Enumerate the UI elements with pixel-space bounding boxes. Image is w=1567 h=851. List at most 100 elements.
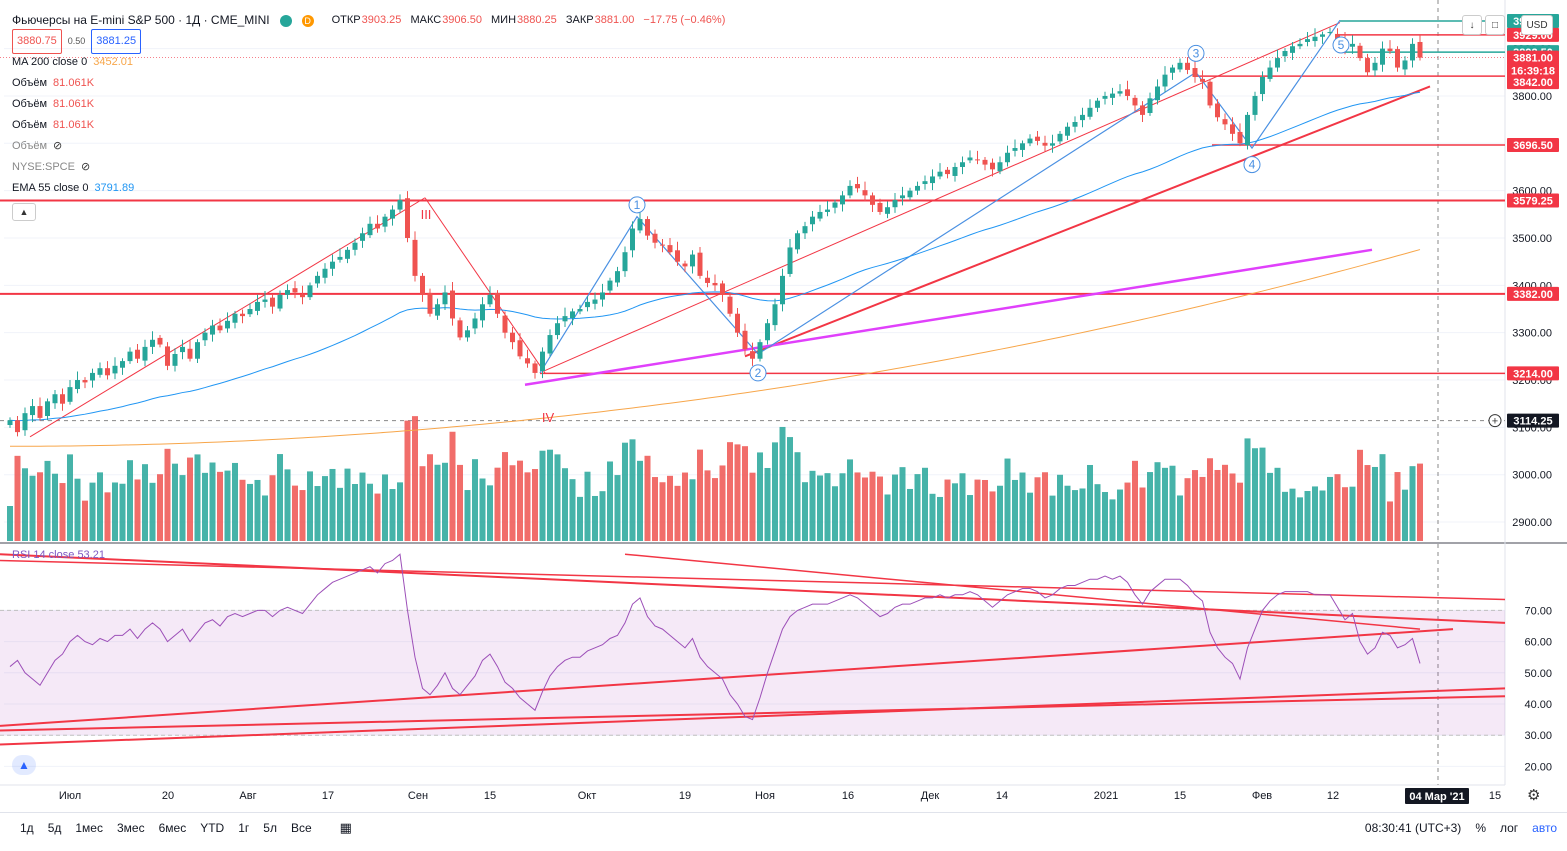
- indicator-volume-1[interactable]: Объём 81.061K: [12, 73, 731, 94]
- rsi-tick: 20.00: [1524, 761, 1552, 773]
- volume-bar: [284, 469, 291, 541]
- candle-body: [1027, 138, 1033, 144]
- rsi-tick: 50.00: [1524, 668, 1552, 680]
- candle-body: [127, 351, 133, 362]
- bid-price[interactable]: 3880.75: [12, 29, 62, 54]
- candle-body: [412, 239, 418, 276]
- ask-price[interactable]: 3881.25: [91, 29, 142, 54]
- moving-averages: [9, 91, 1421, 447]
- candle-body: [615, 271, 620, 283]
- candle-body: [877, 202, 883, 212]
- candle-body: [480, 304, 485, 321]
- candle-body: [727, 296, 733, 314]
- time-tick: Ноя: [755, 790, 775, 802]
- status-dot-icon: [279, 14, 292, 27]
- arrow-down-button[interactable]: ↓: [1462, 15, 1482, 35]
- price-tick: 3800.00: [1512, 91, 1552, 103]
- log-toggle[interactable]: лог: [1499, 821, 1519, 835]
- range-3m[interactable]: 3мес: [116, 821, 145, 835]
- range-6m[interactable]: 6мес: [158, 821, 187, 835]
- rsi-value: 53.21: [77, 549, 105, 561]
- volume-bar: [877, 476, 883, 541]
- symbol-title[interactable]: Фьючерсы на E-mini S&P 500 · 1Д · CME_MI…: [12, 13, 270, 27]
- range-1m[interactable]: 1мес: [75, 821, 103, 835]
- volume-bar: [1267, 472, 1273, 541]
- volume-bar: [862, 477, 868, 541]
- volume-bar: [847, 459, 853, 541]
- candle-body: [577, 309, 583, 312]
- volume-bar: [449, 431, 456, 541]
- indicator-name: Объём: [12, 119, 48, 131]
- volume-bar: [689, 479, 696, 541]
- indicator-ema55[interactable]: EMA 55 close 0 3791.89: [12, 178, 731, 199]
- volume-bar: [667, 475, 673, 541]
- volume-bar: [824, 473, 831, 541]
- settings-gear-icon[interactable]: ⚙: [1527, 787, 1541, 804]
- time-tick: 20: [162, 790, 174, 802]
- candle-body: [810, 216, 815, 225]
- candle-body: [960, 162, 965, 167]
- candle-body: [67, 387, 73, 402]
- auto-toggle[interactable]: авто: [1532, 821, 1557, 835]
- volume-bar: [1177, 495, 1183, 541]
- trend-line: [744, 85, 1431, 358]
- rsi-legend[interactable]: RSI 14 close 53.21: [12, 549, 105, 561]
- indicator-volume-3[interactable]: Объём 81.061K: [12, 115, 731, 136]
- percent-toggle[interactable]: %: [1475, 821, 1486, 835]
- tradingview-logo-icon[interactable]: ▲: [12, 755, 36, 775]
- fullscreen-button[interactable]: □: [1485, 15, 1505, 35]
- indicator-volume-hidden[interactable]: Объём ⊘: [12, 136, 731, 157]
- range-ytd[interactable]: YTD: [200, 821, 225, 835]
- candle-body: [1260, 77, 1265, 95]
- time-tick: 14: [996, 790, 1008, 802]
- eye-off-icon[interactable]: ⊘: [53, 140, 63, 152]
- currency-button[interactable]: USD: [1521, 15, 1553, 35]
- volume-bar: [749, 472, 756, 541]
- indicator-name: Объём: [12, 77, 48, 89]
- range-5d[interactable]: 5д: [47, 821, 62, 835]
- candle-body: [262, 299, 268, 302]
- volume-bar: [209, 462, 216, 541]
- volume-bar: [697, 449, 703, 541]
- indicator-volume-2[interactable]: Объём 81.061K: [12, 94, 731, 115]
- clock-time[interactable]: 08:30:41 (UTC+3): [1364, 821, 1462, 835]
- wave-labels: 1 2 3 4 5 III IV: [421, 36, 1350, 425]
- candle-body: [975, 159, 980, 161]
- indicator-value: 3452.01: [93, 56, 133, 68]
- candle-body: [780, 275, 785, 305]
- ema55-line: [9, 91, 1421, 422]
- range-1d[interactable]: 1д: [20, 821, 34, 835]
- candle-body: [652, 233, 658, 243]
- range-5y[interactable]: 5л: [263, 821, 277, 835]
- indicator-value: 3791.89: [94, 182, 135, 194]
- range-1y[interactable]: 1г: [238, 821, 250, 835]
- eye-off-icon[interactable]: ⊘: [80, 161, 91, 173]
- volume-bar: [1349, 486, 1356, 541]
- candle-body: [832, 202, 838, 208]
- indicator-spce-hidden[interactable]: NYSE:SPCE ⊘: [12, 157, 731, 178]
- volume-bar: [134, 479, 141, 541]
- range-all[interactable]: Все: [290, 821, 312, 835]
- bottom-toolbar: 1д 5д 1мес 3мес 6мес YTD 1г 5л Все ▦ 08:…: [0, 812, 1567, 843]
- volume-bar: [502, 452, 508, 541]
- volume-bar: [179, 475, 186, 541]
- volume-bar: [82, 500, 88, 541]
- volume-bar: [1132, 460, 1138, 541]
- indicator-ma200[interactable]: MA 200 close 0 3452.01: [12, 52, 731, 73]
- volume-bar: [224, 470, 231, 541]
- candle-body: [765, 323, 770, 341]
- candle-body: [172, 353, 178, 366]
- collapse-legend-button[interactable]: ▲: [12, 203, 36, 221]
- wave-label-III: III: [421, 207, 432, 222]
- volume-bar: [1087, 464, 1093, 541]
- volume-bar: [487, 485, 493, 541]
- volume-bar: [299, 490, 306, 541]
- candle-body: [52, 394, 58, 404]
- volume-bar: [809, 470, 816, 541]
- volume-bar: [1109, 499, 1116, 541]
- date-range-icon[interactable]: ▦: [339, 820, 352, 835]
- candle-body: [97, 368, 103, 375]
- candle-body: [427, 292, 433, 314]
- candle-body: [825, 209, 830, 212]
- candle-body: [285, 290, 290, 295]
